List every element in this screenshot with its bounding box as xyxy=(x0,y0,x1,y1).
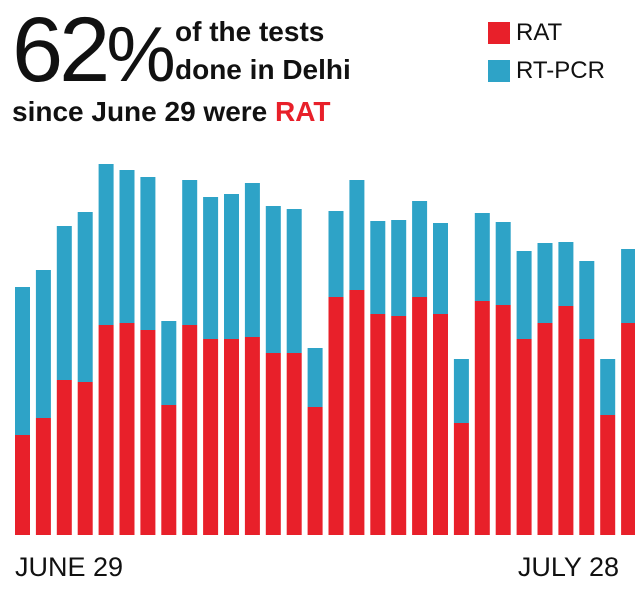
bar-rat-4 xyxy=(77,382,93,535)
bar-rat-18 xyxy=(370,314,386,535)
bar-rtpcr-11 xyxy=(224,194,239,339)
bar-rtpcr-28 xyxy=(579,261,595,339)
bar-rtpcr-7 xyxy=(140,177,156,330)
bar-rat-17 xyxy=(349,290,365,535)
bar-rat-27 xyxy=(558,306,574,535)
bar-rtpcr-23 xyxy=(474,213,490,301)
bar-rat-25 xyxy=(516,339,532,535)
bar-rtpcr-12 xyxy=(244,183,260,337)
bar-rat-30 xyxy=(621,323,635,535)
bar-rat-12 xyxy=(244,337,260,535)
bar-rtpcr-9 xyxy=(182,180,198,325)
x-label-end: JULY 28 xyxy=(517,552,619,582)
headline-line-1: of the tests xyxy=(175,16,325,47)
bar-rtpcr-27 xyxy=(558,242,574,306)
bar-rtpcr-17 xyxy=(349,180,365,290)
bar-rat-1 xyxy=(15,435,30,535)
bar-rtpcr-22 xyxy=(453,359,469,423)
bar-rtpcr-26 xyxy=(537,243,553,323)
bar-rat-7 xyxy=(140,330,156,535)
bar-rat-13 xyxy=(265,353,281,535)
legend-swatch-rtpcr xyxy=(488,60,510,82)
big-stat: 62% xyxy=(12,4,176,100)
bar-rtpcr-8 xyxy=(161,321,177,405)
bar-rtpcr-29 xyxy=(600,359,616,415)
legend-item-rat: RAT xyxy=(488,14,605,52)
bar-rtpcr-6 xyxy=(119,170,135,323)
legend-label-rat: RAT xyxy=(516,19,563,46)
bar-rat-10 xyxy=(203,339,219,535)
legend-swatch-rat xyxy=(488,22,510,44)
bar-rtpcr-15 xyxy=(307,348,323,407)
bar-rtpcr-4 xyxy=(77,212,93,382)
headline-line-3: since June 29 were RAT xyxy=(12,96,331,128)
headline-line-2: done in Delhi xyxy=(175,54,351,85)
legend-label-rtpcr: RT-PCR xyxy=(516,57,605,84)
x-label-start: JUNE 29 xyxy=(15,552,124,582)
legend: RAT RT-PCR xyxy=(488,14,605,90)
bar-rtpcr-25 xyxy=(516,251,532,339)
bar-rtpcr-30 xyxy=(621,249,635,323)
bar-rat-14 xyxy=(286,353,302,535)
headline-line-3-text: since June 29 were xyxy=(12,96,276,127)
bar-rat-11 xyxy=(224,339,239,535)
bar-rtpcr-2 xyxy=(35,270,51,418)
bar-rat-8 xyxy=(161,405,177,535)
bar-rtpcr-18 xyxy=(370,221,386,314)
bar-rtpcr-10 xyxy=(203,197,219,339)
bar-rat-2 xyxy=(35,418,51,535)
legend-item-rtpcr: RT-PCR xyxy=(488,52,605,90)
bar-rtpcr-14 xyxy=(286,209,302,353)
bar-rtpcr-19 xyxy=(391,220,407,316)
bar-rtpcr-3 xyxy=(56,226,72,380)
headline-highlight: RAT xyxy=(275,96,331,127)
bar-rat-21 xyxy=(433,314,448,535)
bar-rtpcr-1 xyxy=(15,287,30,435)
bar-rat-19 xyxy=(391,316,407,535)
bar-rat-16 xyxy=(328,297,344,535)
bar-rat-6 xyxy=(119,323,135,535)
bar-rtpcr-16 xyxy=(328,211,344,297)
bar-rtpcr-24 xyxy=(495,222,511,305)
big-stat-number: 62 xyxy=(12,0,110,101)
bar-rat-3 xyxy=(56,380,72,535)
bar-rtpcr-13 xyxy=(265,206,281,353)
bar-rat-22 xyxy=(453,423,469,535)
bar-rat-23 xyxy=(474,301,490,535)
bar-rtpcr-21 xyxy=(433,223,448,314)
bar-rat-20 xyxy=(412,297,428,535)
bar-rat-29 xyxy=(600,415,616,535)
bar-rtpcr-20 xyxy=(412,201,428,297)
bar-rat-5 xyxy=(98,325,114,535)
bar-rat-15 xyxy=(307,407,323,535)
bar-rat-26 xyxy=(537,323,553,535)
bar-rat-28 xyxy=(579,339,595,535)
bar-rtpcr-5 xyxy=(98,164,114,325)
bar-rat-24 xyxy=(495,305,511,535)
big-stat-unit: % xyxy=(106,10,176,98)
bar-rat-9 xyxy=(182,325,198,535)
